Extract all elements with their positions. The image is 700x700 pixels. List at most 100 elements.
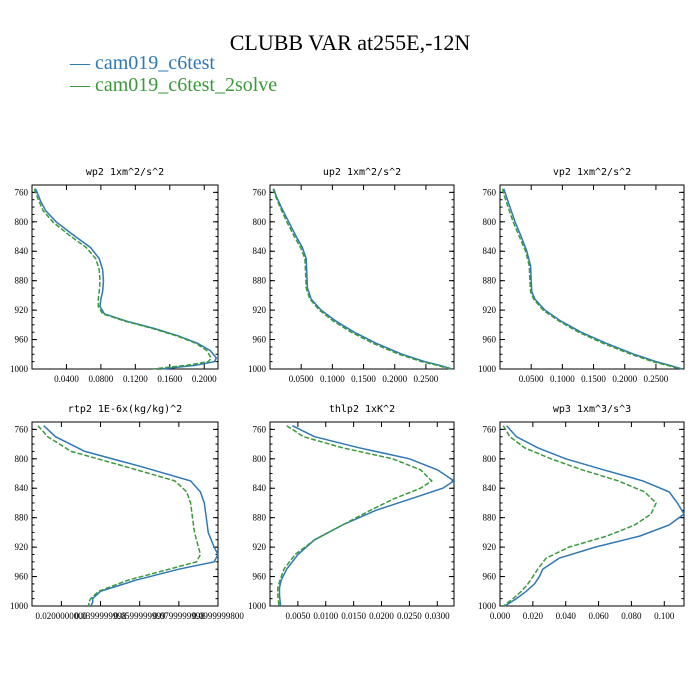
- series-line-cam019-c6test-2solve: [502, 425, 658, 607]
- y-tick-label: 920: [15, 305, 29, 315]
- series-line-cam019-c6test-2solve: [33, 188, 212, 370]
- y-tick-label: 1000: [248, 364, 267, 374]
- legend-entry-cam019-c6test-2solve: — cam019_c6test_2solve: [70, 74, 277, 97]
- y-tick-label: 920: [483, 542, 497, 552]
- x-tick-label: 0.040: [556, 611, 577, 621]
- y-tick-label: 800: [15, 217, 29, 227]
- y-tick-label: 880: [253, 513, 267, 523]
- y-tick-label: 760: [15, 424, 29, 434]
- x-tick-label: 0.2500: [644, 374, 669, 384]
- panel-title: up2 1xm^2/s^2: [323, 167, 401, 178]
- x-tick-label: 0.0250: [397, 611, 422, 621]
- chart-panel-2: up2 1xm^2/s^2 760 800 840 880 920 960 1000 0.050…: [248, 167, 455, 384]
- y-tick-label: 880: [253, 276, 267, 286]
- y-tick-label: 760: [15, 187, 29, 197]
- chart-panel-6: wp3 1xm^3/s^3 760 800 840 880 920 960 10000.000…: [478, 404, 685, 621]
- y-tick-label: 840: [483, 483, 497, 493]
- y-tick-label: 920: [253, 305, 267, 315]
- legend-label: cam019_c6test: [95, 52, 215, 74]
- y-tick-label: 760: [253, 187, 267, 197]
- x-tick-label: 0.1000: [320, 374, 345, 384]
- y-tick-label: 880: [483, 513, 497, 523]
- y-tick-label: 960: [253, 572, 267, 582]
- series-line-cam019-c6test: [278, 425, 456, 607]
- x-tick-label: 0.2000: [612, 374, 637, 384]
- series-line-cam019-c6test-2solve: [501, 188, 681, 370]
- x-tick-label: 0.000: [490, 611, 511, 621]
- y-tick-label: 1000: [478, 364, 497, 374]
- plot-frame: [499, 421, 685, 607]
- y-tick-label: 800: [15, 454, 29, 464]
- series-line-cam019-c6test: [34, 188, 218, 370]
- legend-entry-cam019-c6test: — cam019_c6test: [70, 52, 215, 75]
- x-tick-label: 0.1200: [123, 374, 148, 384]
- x-tick-label: 0.0599999999: [114, 611, 166, 621]
- x-tick-label: 0.0800: [89, 374, 114, 384]
- x-tick-label: 0.0300: [425, 611, 450, 621]
- y-tick-label: 840: [15, 483, 29, 493]
- chart-panel-4: rtp2 1E-6x(kg/kg)^2 760 800 840 880 920 960 100…: [10, 404, 244, 621]
- chart-panel-1: wp2 1xm^2/s^2 760 800 840 880 920 960 1000 0.040…: [10, 167, 219, 384]
- y-tick-label: 800: [483, 454, 497, 464]
- y-tick-label: 800: [483, 217, 497, 227]
- plot-frame: [269, 184, 455, 370]
- x-tick-label: 0.0050: [286, 611, 311, 621]
- series-line-cam019-c6test-2solve: [272, 188, 451, 370]
- y-tick-label: 880: [483, 276, 497, 286]
- y-tick-label: 1000: [248, 601, 267, 611]
- y-tick-label: 840: [483, 246, 497, 256]
- x-tick-label: 0.1500: [351, 374, 376, 384]
- legend-marker: —: [70, 52, 90, 74]
- x-tick-label: 0.2000: [382, 374, 407, 384]
- series-line-cam019-c6test-2solve: [277, 425, 433, 607]
- x-tick-label: 0.0200000000: [35, 611, 87, 621]
- x-tick-label: 0.1000: [550, 374, 575, 384]
- panel-title: vp2 1xm^2/s^2: [553, 167, 631, 178]
- x-tick-label: 0.0400: [54, 374, 79, 384]
- x-tick-label: 0.2500: [414, 374, 439, 384]
- plot-frame: [269, 421, 455, 607]
- x-tick-label: 0.1500: [581, 374, 606, 384]
- y-tick-label: 880: [15, 276, 29, 286]
- y-tick-label: 880: [15, 513, 29, 523]
- series-line-cam019-c6test: [272, 188, 453, 370]
- x-tick-label: 0.060: [588, 611, 609, 621]
- y-tick-label: 920: [483, 305, 497, 315]
- x-tick-label: 0.1600: [157, 374, 182, 384]
- series-line-cam019-c6test: [504, 425, 685, 607]
- legend-marker: —: [70, 74, 90, 96]
- y-tick-label: 800: [253, 454, 267, 464]
- y-tick-label: 920: [253, 542, 267, 552]
- y-tick-label: 760: [483, 187, 497, 197]
- x-tick-label: 0.020: [523, 611, 544, 621]
- chart-panel-3: vp2 1xm^2/s^2 760 800 840 880 920 960 1000 0.050…: [478, 167, 685, 384]
- panel-title: wp2 1xm^2/s^2: [86, 167, 164, 178]
- series-line-cam019-c6test-2solve: [37, 425, 202, 606]
- x-tick-label: 0.100: [654, 611, 675, 621]
- series-line-cam019-c6test: [502, 188, 683, 370]
- x-tick-label: 0.0399999998: [75, 611, 127, 621]
- panel-title: wp3 1xm^3/s^3: [553, 404, 631, 415]
- y-tick-label: 1000: [10, 601, 29, 611]
- x-tick-label: 0.0100: [313, 611, 338, 621]
- panel-title: thlp2 1xK^2: [329, 404, 395, 415]
- y-tick-label: 1000: [10, 364, 29, 374]
- x-tick-label: 0.0200: [369, 611, 394, 621]
- y-tick-label: 760: [483, 424, 497, 434]
- y-tick-label: 960: [15, 572, 29, 582]
- plot-frame: [499, 184, 685, 370]
- y-tick-label: 840: [15, 246, 29, 256]
- series-line-cam019-c6test: [43, 425, 219, 607]
- x-tick-label: 0.0999999800: [192, 611, 244, 621]
- y-tick-label: 920: [15, 542, 29, 552]
- legend-label: cam019_c6test_2solve: [95, 74, 278, 96]
- x-tick-label: 0.0500: [519, 374, 544, 384]
- y-tick-label: 960: [253, 335, 267, 345]
- y-tick-label: 760: [253, 424, 267, 434]
- y-tick-label: 960: [15, 335, 29, 345]
- y-tick-label: 840: [253, 246, 267, 256]
- x-tick-label: 0.0500: [289, 374, 314, 384]
- x-tick-label: 0.2000: [192, 374, 217, 384]
